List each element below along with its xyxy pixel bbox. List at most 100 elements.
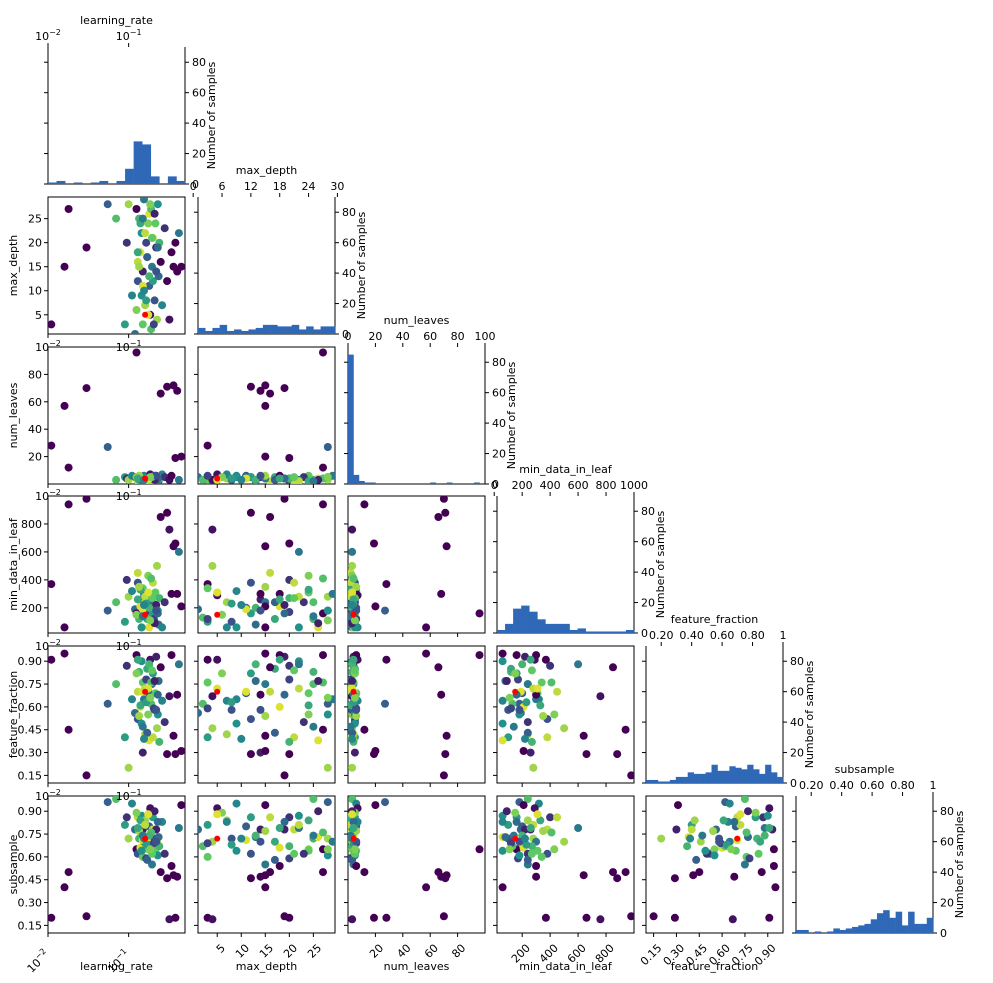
scatter-point	[547, 828, 556, 837]
hist-bar-subsample	[901, 925, 909, 933]
hist-top-tick-label: 0	[190, 180, 197, 193]
scatter-point	[285, 913, 294, 922]
scatter-point	[769, 862, 778, 870]
hist-top-tick-label: 1000	[620, 479, 648, 492]
scatter-point	[294, 684, 303, 693]
scatter-point	[422, 623, 431, 632]
scatter-point	[348, 601, 357, 609]
hist-bar-num_leaves	[353, 474, 360, 484]
scatter-point	[148, 733, 157, 742]
overlapping-tick-label: 10−1	[116, 488, 142, 503]
scatter-point	[649, 912, 658, 921]
hist-frame-num_leaves	[347, 347, 486, 485]
y-tick-label: 15	[28, 261, 42, 274]
hist-bar-learning_rate	[176, 180, 186, 184]
scatter-point	[299, 718, 308, 727]
scatter-point	[698, 831, 707, 840]
scatter-point	[144, 810, 153, 819]
hist-bar-max_depth	[241, 330, 249, 334]
hist-bar-subsample	[870, 919, 878, 933]
scatter-point	[64, 500, 73, 509]
scatter-point	[687, 825, 696, 834]
hist-top-label-subsample: subsample	[835, 763, 895, 776]
scatter-point	[177, 602, 185, 611]
scatter-point	[256, 705, 265, 714]
scatter-point	[124, 200, 133, 209]
scatter-point	[203, 471, 212, 480]
hist-bar-learning_rate	[142, 144, 152, 184]
x-tick-label: 0.15	[638, 942, 665, 969]
scatter-point	[60, 262, 69, 271]
best-point	[214, 611, 221, 618]
scatter-point	[222, 817, 231, 826]
scatter-point	[261, 860, 270, 869]
x-tick-label: 40	[394, 942, 413, 961]
hist-bar-feature_fraction	[759, 773, 766, 783]
scatter-point	[261, 649, 270, 658]
scatter-point	[266, 687, 275, 696]
scatter-point	[730, 817, 739, 826]
hist-bar-subsample	[889, 917, 896, 933]
hist-bar-subsample	[858, 925, 865, 933]
scatter-point	[280, 609, 289, 618]
scatter-point	[381, 798, 389, 807]
scatter-point	[167, 589, 176, 598]
overlapping-tick-label: 10−1	[116, 339, 142, 354]
scatter-point	[237, 475, 246, 484]
scatter-point	[132, 306, 141, 314]
y-tick-label: 20	[28, 451, 42, 464]
hist-bar-feature_fraction	[717, 770, 724, 783]
scatter-point	[553, 687, 562, 696]
scatter-point	[155, 737, 164, 746]
scatter-point	[128, 799, 136, 808]
scatter-point	[290, 594, 299, 603]
scatter-point	[167, 651, 176, 660]
scatter-point	[203, 615, 212, 623]
scatter-point	[352, 712, 361, 720]
scatter-point	[502, 677, 511, 685]
scatter-point	[371, 602, 380, 611]
scatter-point	[171, 238, 180, 247]
scatter-point	[546, 813, 555, 822]
hist-bar-num_leaves	[446, 482, 453, 484]
scatter-point	[323, 606, 332, 615]
scatter-point	[165, 692, 174, 701]
scatter-point	[695, 868, 704, 877]
panel-frame-num_leaves-vs-subsample	[347, 795, 486, 934]
scatter-point	[261, 747, 270, 755]
scatter-points-min_data_in_leaf-vs-feature_fraction	[498, 649, 634, 780]
hist-top-tick-label: 0	[491, 479, 498, 492]
scatter-point	[350, 666, 359, 675]
scatter-point	[725, 799, 734, 808]
scatter-point	[526, 655, 535, 664]
scatter-point	[736, 820, 745, 829]
scatter-point	[670, 913, 679, 922]
scatter-point	[319, 828, 327, 837]
hist-bar-feature_fraction	[669, 779, 677, 783]
scatter-point	[213, 588, 222, 597]
scatter-point	[505, 693, 514, 702]
scatter-point	[371, 801, 380, 810]
scatter-point	[246, 669, 255, 678]
hist-bar-max_depth	[320, 326, 329, 334]
hist-count-tick-label: 80	[342, 206, 356, 219]
hist-ylabel: Number of samples	[355, 211, 368, 319]
scatter-point	[532, 872, 541, 881]
hist-count-tick-label: 0	[492, 478, 499, 491]
scatter-point	[131, 330, 139, 334]
scatter-point	[138, 748, 147, 757]
scatter-point	[146, 473, 155, 482]
scatter-point	[475, 609, 484, 618]
scatter-point	[152, 471, 161, 480]
scatter-point	[147, 574, 156, 583]
scatter-point	[261, 712, 270, 720]
scatter-point	[246, 715, 255, 724]
scatter-point	[505, 845, 514, 854]
scatter-point	[232, 719, 241, 728]
scatter-point	[270, 855, 279, 864]
scatter-point	[82, 912, 91, 921]
scatter-point	[709, 827, 717, 835]
scatter-point	[319, 574, 327, 583]
hist-bar-min_data_in_leaf	[585, 631, 595, 633]
